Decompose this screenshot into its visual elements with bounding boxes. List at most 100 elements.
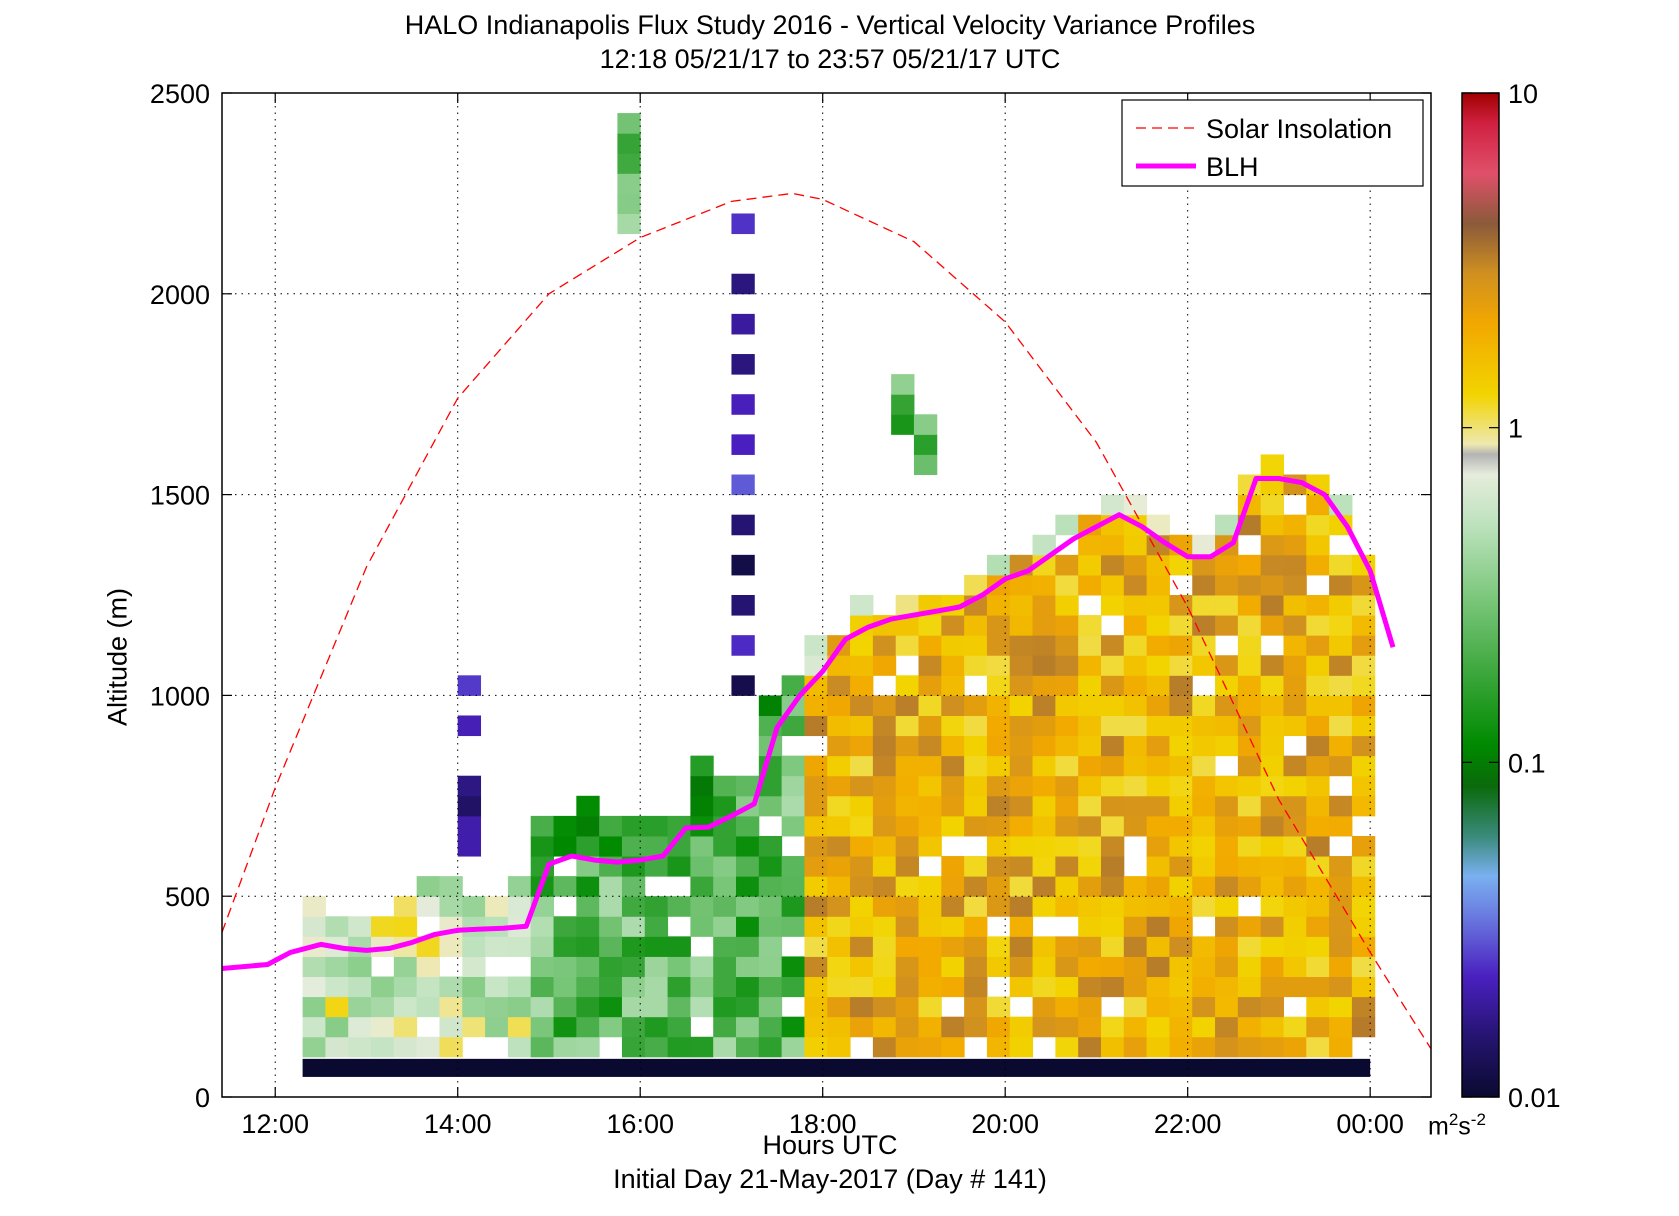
heatmap-cell	[1055, 655, 1079, 676]
heatmap-cell	[918, 996, 942, 1018]
heatmap-cell	[1169, 595, 1193, 616]
heatmap-cell	[941, 775, 965, 797]
heatmap-cell	[1329, 554, 1353, 576]
heatmap-cell	[690, 1036, 714, 1058]
heatmap-cell	[1169, 615, 1193, 636]
heatmap-cell	[462, 1016, 486, 1038]
heatmap-cell	[325, 976, 349, 998]
heatmap-cell	[1192, 815, 1216, 837]
heatmap-cell	[1260, 1036, 1284, 1058]
heatmap-cell	[1055, 956, 1079, 978]
heatmap-cell	[348, 996, 372, 1018]
heatmap-cell	[576, 1016, 600, 1038]
heatmap-cell	[1169, 996, 1193, 1018]
heatmap-cell	[1283, 715, 1307, 737]
heatmap-cell	[462, 896, 486, 917]
heatmap-cell	[1100, 715, 1125, 737]
heatmap-cell	[1100, 896, 1125, 917]
heatmap-cell	[1169, 1036, 1193, 1058]
heatmap-cell	[1260, 534, 1284, 556]
heatmap-cell	[1123, 775, 1148, 797]
heatmap-cell	[1237, 936, 1262, 957]
heatmap-cell	[1123, 795, 1148, 817]
heatmap-cell	[1351, 835, 1376, 857]
heatmap-cell	[986, 1036, 1011, 1058]
heatmap-cell	[941, 695, 965, 716]
heatmap-cell	[1009, 896, 1034, 917]
heatmap-cell	[439, 1036, 463, 1058]
heatmap-cell	[1192, 1036, 1216, 1058]
heatmap-cell	[1351, 615, 1376, 636]
heatmap-cell	[827, 675, 851, 696]
heatmap-cell	[302, 916, 326, 937]
heatmap-cell	[713, 775, 737, 797]
heatmap-cell	[1237, 856, 1262, 877]
heatmap-cell	[302, 1016, 326, 1038]
heatmap-cell	[1100, 956, 1125, 978]
heatmap-cell	[1260, 615, 1284, 636]
heatmap-cell	[1283, 595, 1307, 616]
heatmap-cell	[1009, 574, 1034, 596]
heatmap-cell	[850, 715, 874, 737]
heatmap-cell	[986, 655, 1011, 676]
heatmap-cell	[1009, 835, 1034, 857]
heatmap-cell	[1192, 976, 1216, 998]
heatmap-cell	[1237, 595, 1262, 616]
heatmap-cell	[918, 815, 942, 837]
heatmap-cell	[1146, 595, 1170, 616]
heatmap-cell	[1329, 896, 1353, 917]
heatmap-cell	[576, 976, 600, 998]
heatmap-cell	[1146, 735, 1170, 757]
heatmap-cell	[986, 675, 1011, 696]
heatmap-cell	[1192, 936, 1216, 957]
colorbar-tick-label: 1	[1508, 414, 1523, 444]
heatmap-cell	[621, 876, 646, 897]
heatmap-cell	[895, 755, 920, 777]
heatmap-cell	[617, 193, 641, 214]
heatmap-cell	[1351, 595, 1376, 616]
heatmap-cell	[1009, 876, 1034, 897]
heatmap-cell	[1032, 715, 1056, 737]
heatmap-cell	[1009, 815, 1034, 837]
heatmap-cell	[457, 815, 482, 837]
heatmap-cell	[850, 835, 874, 857]
heatmap-cell	[1260, 956, 1284, 978]
heatmap-cell	[1351, 755, 1376, 777]
heatmap-cell	[895, 735, 920, 757]
heatmap-cell	[1329, 936, 1353, 957]
heatmap-cell	[1283, 1016, 1307, 1038]
heatmap-cell	[736, 976, 760, 998]
heatmap-cell	[827, 1016, 851, 1038]
heatmap-cell	[325, 1036, 349, 1058]
heatmap-cell	[1192, 876, 1216, 897]
heatmap-cell	[964, 896, 988, 917]
heatmap-cell	[1123, 755, 1148, 777]
heatmap-cell	[1306, 715, 1330, 737]
heatmap-cell	[895, 896, 920, 917]
heatmap-cell	[1329, 675, 1353, 696]
heatmap-cell	[1283, 514, 1307, 536]
y-tick-label: 1000	[150, 681, 210, 711]
heatmap-cell	[1009, 735, 1034, 757]
heatmap-cell	[530, 996, 555, 1018]
heatmap-cell	[1215, 856, 1239, 877]
heatmap-cell	[986, 876, 1011, 897]
heatmap-cell	[1078, 896, 1102, 917]
heatmap-cell	[1078, 635, 1102, 656]
heatmap-cell	[439, 996, 463, 1018]
heatmap-cell	[1215, 916, 1239, 937]
heatmap-cell	[576, 795, 600, 817]
heatmap-cell	[941, 876, 965, 897]
heatmap-cell	[576, 956, 600, 978]
heatmap-cell	[1123, 534, 1148, 556]
heatmap-cell	[986, 996, 1011, 1018]
heatmap-cell	[1123, 735, 1148, 757]
heatmap-cell	[1055, 715, 1079, 737]
heatmap-cell	[530, 1036, 555, 1058]
heatmap-cell	[1032, 996, 1056, 1018]
heatmap-cell	[964, 916, 988, 937]
heatmap-cell	[1192, 775, 1216, 797]
y-tick-label: 1500	[150, 481, 210, 511]
heatmap-cell	[1169, 916, 1193, 937]
heatmap-cell	[1100, 574, 1125, 596]
